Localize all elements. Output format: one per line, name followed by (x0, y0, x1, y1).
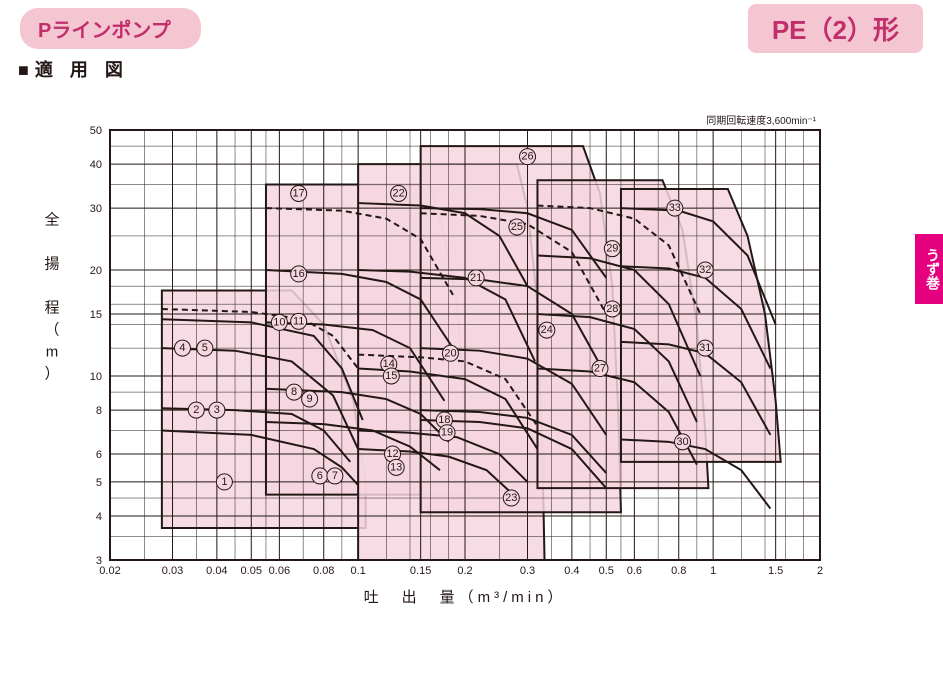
svg-text:25: 25 (511, 221, 523, 233)
svg-text:3: 3 (214, 404, 220, 416)
svg-text:0.2: 0.2 (457, 565, 472, 577)
svg-text:17: 17 (293, 188, 305, 200)
svg-text:21: 21 (470, 272, 482, 284)
svg-text:28: 28 (606, 303, 618, 315)
svg-text:全: 全 (44, 211, 59, 229)
svg-text:）: ） (44, 366, 59, 383)
svg-text:0.8: 0.8 (671, 565, 686, 577)
svg-text:50: 50 (90, 125, 102, 137)
svg-text:4: 4 (179, 342, 185, 354)
svg-text:15: 15 (385, 370, 397, 382)
svg-text:32: 32 (699, 264, 711, 276)
svg-text:26: 26 (521, 151, 533, 163)
svg-text:22: 22 (392, 188, 404, 200)
svg-text:11: 11 (293, 315, 304, 327)
svg-text:10: 10 (90, 371, 102, 383)
svg-text:5: 5 (202, 342, 208, 354)
svg-text:0.4: 0.4 (564, 565, 579, 577)
svg-text:5: 5 (96, 477, 102, 489)
svg-text:0.03: 0.03 (162, 565, 183, 577)
svg-text:同期回転速度3,600min⁻¹: 同期回転速度3,600min⁻¹ (706, 114, 816, 127)
svg-text:1: 1 (221, 476, 227, 488)
svg-text:30: 30 (676, 436, 688, 448)
svg-text:20: 20 (90, 265, 102, 277)
svg-text:程: 程 (44, 300, 59, 317)
svg-text:30: 30 (90, 203, 102, 215)
svg-text:0.02: 0.02 (99, 565, 120, 577)
svg-text:8: 8 (291, 386, 297, 398)
svg-text:0.08: 0.08 (313, 565, 334, 577)
svg-text:20: 20 (444, 347, 456, 359)
svg-text:9: 9 (307, 393, 313, 405)
svg-text:7: 7 (332, 470, 338, 482)
svg-text:40: 40 (90, 159, 102, 171)
svg-text:0.5: 0.5 (599, 565, 614, 577)
svg-text:0.1: 0.1 (350, 565, 365, 577)
svg-text:1.5: 1.5 (768, 565, 783, 577)
svg-text:0.6: 0.6 (627, 565, 642, 577)
svg-text:13: 13 (390, 461, 402, 473)
svg-text:0.06: 0.06 (269, 565, 290, 577)
svg-text:6: 6 (96, 449, 102, 461)
svg-text:6: 6 (317, 470, 323, 482)
svg-text:吐 出 量（m³/min）: 吐 出 量（m³/min） (364, 589, 567, 606)
svg-text:15: 15 (90, 309, 102, 321)
svg-text:0.15: 0.15 (410, 565, 431, 577)
svg-text:33: 33 (669, 202, 681, 214)
svg-text:2: 2 (817, 565, 823, 577)
svg-text:0.05: 0.05 (241, 565, 262, 577)
svg-text:m: m (46, 344, 59, 361)
svg-text:2: 2 (193, 404, 199, 416)
svg-text:31: 31 (699, 342, 711, 354)
svg-text:10: 10 (273, 316, 285, 328)
svg-text:1: 1 (710, 565, 716, 577)
svg-text:23: 23 (505, 492, 517, 504)
svg-text:29: 29 (606, 243, 618, 255)
svg-text:24: 24 (541, 324, 553, 336)
svg-text:19: 19 (441, 427, 453, 439)
application-chart: 1234567891011121314151617181920212223242… (0, 0, 943, 674)
svg-text:0.3: 0.3 (520, 565, 535, 577)
svg-text:12: 12 (386, 448, 398, 460)
svg-text:（: （ (44, 322, 59, 339)
svg-text:8: 8 (96, 405, 102, 417)
svg-text:4: 4 (96, 511, 102, 523)
svg-text:27: 27 (594, 363, 606, 375)
svg-text:18: 18 (438, 414, 450, 426)
svg-text:0.04: 0.04 (206, 565, 227, 577)
svg-text:揚: 揚 (44, 256, 59, 273)
svg-text:16: 16 (293, 268, 305, 280)
svg-text:3: 3 (96, 555, 102, 567)
